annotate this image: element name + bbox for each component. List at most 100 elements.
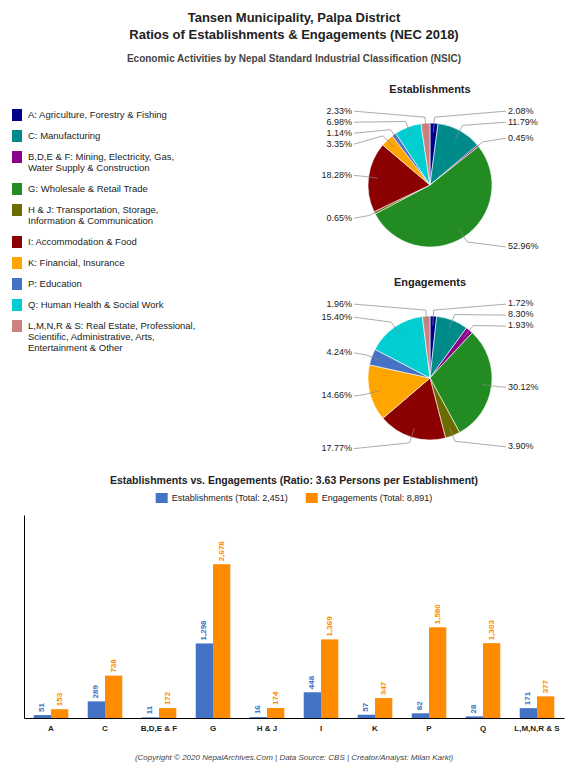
data-label: 8.30% <box>508 309 534 319</box>
bar <box>429 627 446 718</box>
data-label: 11 <box>145 705 154 714</box>
data-label: 30.12% <box>508 382 539 392</box>
data-label: 2,678 <box>217 541 226 562</box>
bar <box>88 701 105 718</box>
data-label: 0.45% <box>508 133 534 143</box>
leader-line <box>354 317 400 334</box>
data-label: 448 <box>307 675 316 689</box>
x-tick-label: H & J <box>257 724 277 733</box>
bar <box>321 639 338 718</box>
legend-swatch <box>12 130 22 142</box>
leader-line <box>354 391 379 396</box>
x-tick-label: Q <box>480 724 486 733</box>
data-label: 14.66% <box>321 390 352 400</box>
text-line: I: Accommodation & Food <box>28 236 137 247</box>
legend-swatch <box>156 493 168 503</box>
leader-line <box>449 427 506 447</box>
leader-line <box>354 111 426 132</box>
bar <box>520 708 537 718</box>
legend-entry: B,D,E & F: Mining, Electricity, Gas,Wate… <box>28 151 174 173</box>
pie: Engagements1.72%8.30%1.93%30.12%3.90%17.… <box>321 276 538 453</box>
leader-line <box>354 121 411 135</box>
pie-title: Establishments <box>389 83 470 95</box>
text-line: Information & Communication <box>28 215 153 226</box>
leader-line <box>354 209 383 219</box>
x-tick: C <box>102 724 108 733</box>
data-label: 153 <box>55 692 64 706</box>
data-label: 1,303 <box>487 620 496 641</box>
legend-swatch <box>306 493 318 503</box>
text-line: K: Financial, Insurance <box>28 257 125 268</box>
bar <box>51 709 68 718</box>
x-tick: P <box>426 724 432 733</box>
leader-line <box>354 353 380 360</box>
text-line: L,M,N,R & S: Real Estate, Professional, <box>28 320 195 331</box>
bar <box>304 692 321 718</box>
bar <box>142 717 159 718</box>
leader-line <box>354 175 378 178</box>
legend-entry: Q: Human Health & Social Work <box>28 299 164 310</box>
text-line: P: Education <box>28 278 82 289</box>
leader-line <box>354 136 394 147</box>
x-tick-label: B,D,E & F <box>141 724 178 733</box>
x-tick-label: K <box>372 724 378 733</box>
bar <box>358 715 375 718</box>
legend-entry: H & J: Transportation, Storage,Informati… <box>28 204 158 226</box>
legend-swatch <box>12 183 22 195</box>
x-tick-label: A <box>48 724 54 733</box>
legend-entry: C: Manufacturing <box>28 130 100 141</box>
x-tick: L,M,N,R & S <box>514 724 560 733</box>
data-label: 3.35% <box>326 139 352 149</box>
bar <box>250 717 267 718</box>
y-axis <box>24 516 25 719</box>
legend-swatch <box>12 204 22 216</box>
x-tick: Q <box>480 724 486 733</box>
data-label: 289 <box>91 685 100 699</box>
legend-entry: A: Agriculture, Forestry & Fishing <box>28 109 167 120</box>
x-tick: I <box>320 724 322 733</box>
text-line: Water Supply & Construction <box>28 162 150 173</box>
text-line: Tansen Municipality, Palpa District <box>188 10 401 25</box>
bar <box>196 643 213 718</box>
pie: Establishments2.08%11.79%0.45%52.96%0.65… <box>321 83 538 251</box>
data-label: 16 <box>253 705 262 714</box>
text-line: H & J: Transportation, Storage, <box>28 204 158 215</box>
bar <box>375 698 392 718</box>
leader-line <box>354 130 399 142</box>
data-label: 3.90% <box>508 441 534 451</box>
data-label: 15.40% <box>321 312 352 322</box>
data-label: 347 <box>379 681 388 695</box>
title: Tansen Municipality, Palpa DistrictRatio… <box>129 10 458 42</box>
legend-swatch <box>12 299 22 311</box>
text-line: Q: Human Health & Social Work <box>28 299 164 310</box>
text-line: Entertainment & Other <box>28 342 123 353</box>
data-label: 0.65% <box>326 213 352 223</box>
data-label: 6.98% <box>326 117 352 127</box>
bar <box>159 708 176 718</box>
legend-swatch <box>12 320 22 332</box>
x-tick: H & J <box>257 724 277 733</box>
leader-line <box>459 229 506 247</box>
legend-entry: K: Financial, Insurance <box>28 257 125 268</box>
pie-title: Engagements <box>394 276 466 288</box>
leader-line <box>482 385 506 388</box>
data-label: 2.08% <box>508 106 534 116</box>
bar-title: Establishments vs. Engagements (Ratio: 3… <box>110 474 478 486</box>
x-axis-line <box>25 718 565 719</box>
data-label: 28 <box>469 704 478 713</box>
y-axis-line <box>24 516 25 719</box>
data-label: 51 <box>37 703 46 712</box>
x-tick-label: I <box>320 724 322 733</box>
x-tick: G <box>210 724 216 733</box>
legend: A: Agriculture, Forestry & Fishing C: Man… <box>12 109 195 353</box>
legend-entry: Engagements (Total: 8,891) <box>322 493 433 503</box>
subtitle: Economic Activities by Nepal Standard In… <box>127 53 461 64</box>
legend-swatch <box>12 109 22 121</box>
legend-swatch <box>12 151 22 163</box>
data-label: 52.96% <box>508 241 539 251</box>
x-tick-label: G <box>210 724 216 733</box>
data-label: 174 <box>271 691 280 705</box>
data-label: 172 <box>163 691 172 705</box>
pie-slice <box>396 124 430 185</box>
legend-swatch <box>12 257 22 269</box>
